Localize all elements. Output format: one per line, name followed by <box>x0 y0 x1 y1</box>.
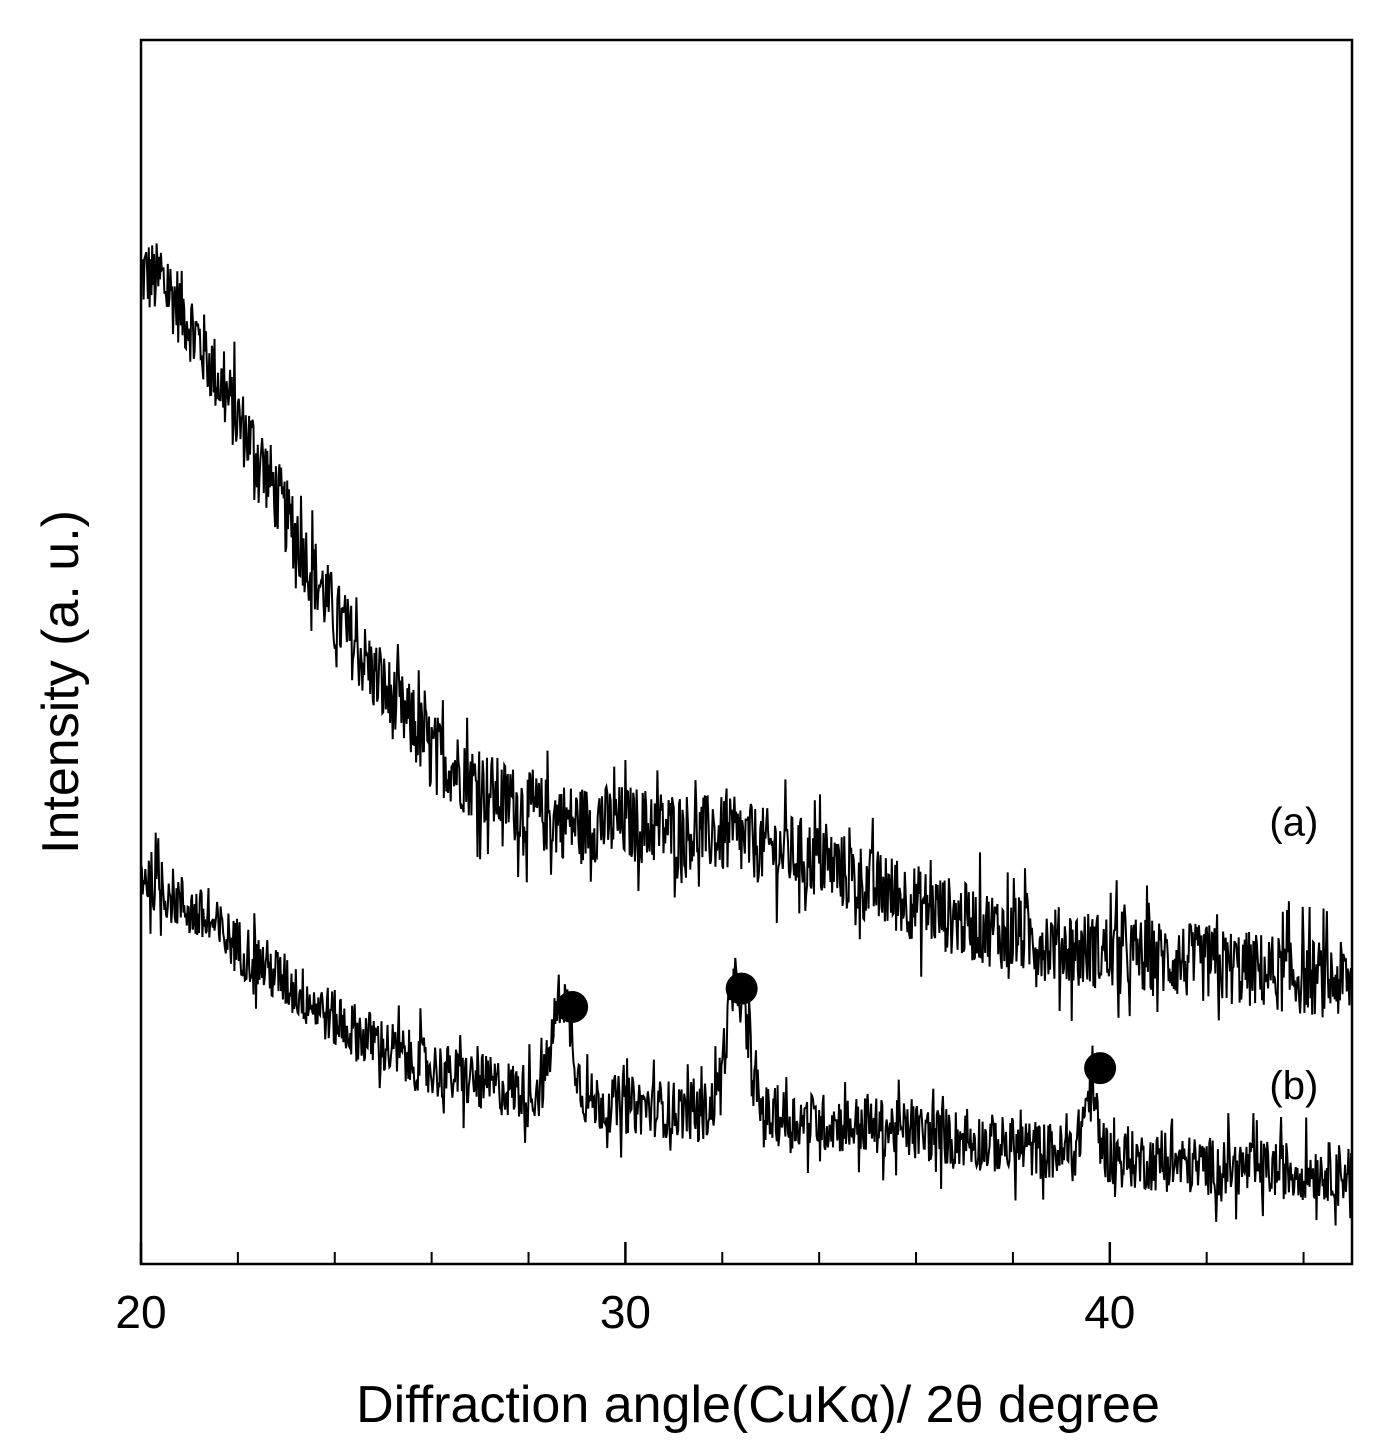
x-axis-title: Diffraction angle(CuKα)/ 2θ degree <box>356 1376 1160 1434</box>
peak-marker <box>556 990 589 1023</box>
peak-marker <box>1084 1052 1117 1085</box>
peak-marker <box>725 972 758 1005</box>
x-tick-label: 30 <box>600 1286 651 1338</box>
x-tick-label: 40 <box>1084 1286 1135 1338</box>
series-line-a <box>140 243 1353 1022</box>
peak-markers <box>556 972 1117 1085</box>
y-axis-title: Intensity (a. u.) <box>32 510 90 854</box>
series-label: (b) <box>1269 1064 1318 1108</box>
series-label: (a) <box>1269 801 1318 845</box>
x-axis-ticks <box>139 1242 1305 1264</box>
x-tick-label: 20 <box>115 1286 166 1338</box>
series-labels: (a) (b) <box>1269 801 1318 1108</box>
series-line-b <box>140 832 1353 1226</box>
plot-frame <box>139 38 1354 1266</box>
series-lines <box>140 243 1353 1226</box>
x-axis-tick-labels: 20 30 40 <box>115 1286 1135 1338</box>
